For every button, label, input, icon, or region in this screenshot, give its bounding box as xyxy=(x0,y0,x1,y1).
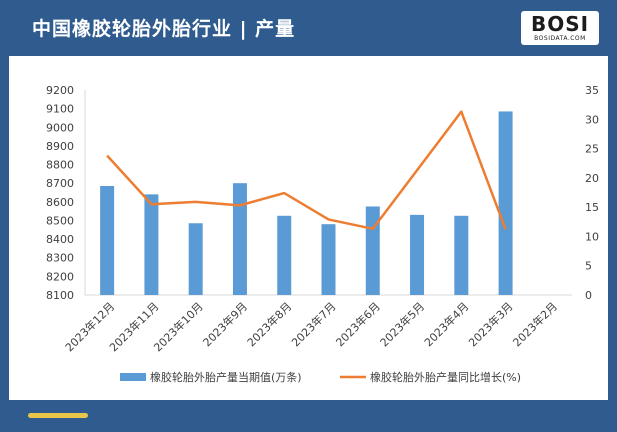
y-right-tick-label: 15 xyxy=(585,201,599,214)
legend-bar-label: 橡胶轮胎外胎产量当期值(万条) xyxy=(150,370,302,384)
y-left-tick-label: 8500 xyxy=(46,214,74,227)
bar xyxy=(100,185,115,295)
x-tick-label: 2023年8月 xyxy=(244,299,294,349)
x-tick-label: 2023年5月 xyxy=(377,299,427,349)
bar xyxy=(144,194,159,295)
x-tick-label: 2023年4月 xyxy=(421,299,471,349)
bar xyxy=(277,215,292,295)
growth-line-series xyxy=(106,110,507,231)
y-right-tick-label: 30 xyxy=(585,113,599,126)
bar xyxy=(454,215,469,295)
y-left-tick-label: 8600 xyxy=(46,196,74,209)
bar xyxy=(232,183,247,295)
y-right-tick-label: 5 xyxy=(585,260,592,273)
header: 中国橡胶轮胎外胎行业 | 产量 BOSI BOSIDATA.COM xyxy=(0,0,617,56)
x-tick-label: 2023年3月 xyxy=(466,299,516,349)
y-right-tick-label: 35 xyxy=(585,84,599,97)
y-left-tick-label: 8700 xyxy=(46,177,74,190)
y-left-tick-label: 8200 xyxy=(46,270,74,283)
x-tick-label: 2023年6月 xyxy=(333,299,383,349)
y-right-tick-label: 20 xyxy=(585,172,599,185)
y-right-tick-label: 10 xyxy=(585,230,599,243)
y-left-tick-label: 8900 xyxy=(46,140,74,153)
y-left-tick-label: 9000 xyxy=(46,121,74,134)
bar xyxy=(321,224,336,295)
bar xyxy=(365,206,380,295)
y-left-tick-label: 9100 xyxy=(46,103,74,116)
y-left-tick-label: 8300 xyxy=(46,252,74,265)
y-left-tick-label: 8800 xyxy=(46,159,74,172)
bar xyxy=(410,214,425,295)
x-tick-label: 2023年2月 xyxy=(510,299,560,349)
x-tick-label: 2023年7月 xyxy=(288,299,338,349)
y-right-tick-label: 25 xyxy=(585,143,599,156)
page-title: 中国橡胶轮胎外胎行业 | 产量 xyxy=(32,18,296,40)
y-left-tick-label: 8100 xyxy=(46,289,74,302)
logo-text: BOSI xyxy=(530,12,590,36)
y-left-tick-label: 9200 xyxy=(46,84,74,97)
footer-accent-bar xyxy=(28,413,88,418)
legend-line-label: 橡胶轮胎外胎产量同比增长(%) xyxy=(370,370,521,384)
y-left-tick-label: 8400 xyxy=(46,233,74,246)
y-right-tick-label: 0 xyxy=(585,289,592,302)
bar xyxy=(188,223,203,295)
bosi-logo: BOSI BOSIDATA.COM xyxy=(521,11,599,45)
x-tick-label: 2023年9月 xyxy=(200,299,250,349)
bar xyxy=(498,111,513,295)
logo-subtext: BOSIDATA.COM xyxy=(534,35,586,42)
legend-bar-swatch xyxy=(120,373,146,381)
